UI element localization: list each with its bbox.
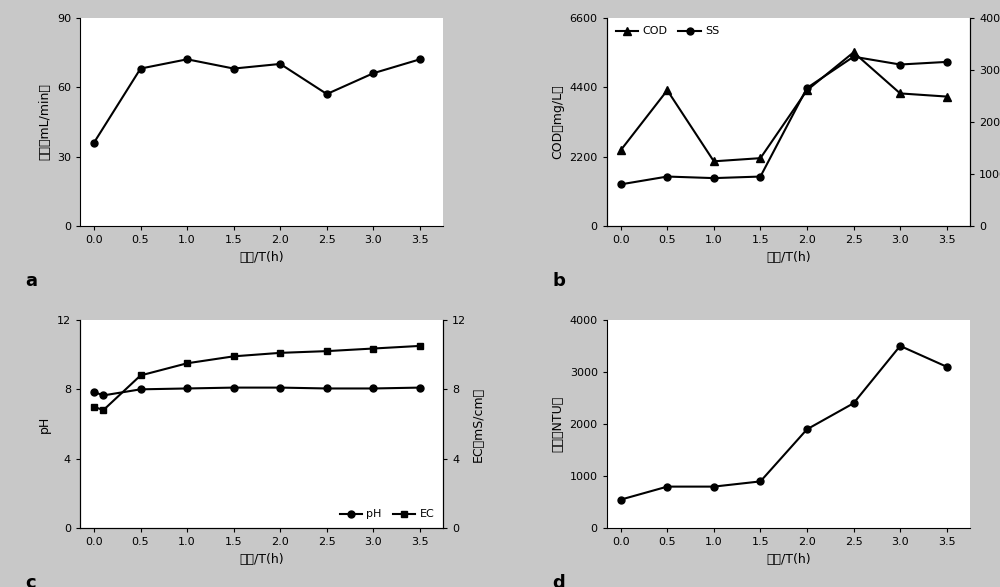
COD xyxy=(894,90,906,97)
EC xyxy=(228,353,240,360)
Line: EC: EC xyxy=(90,342,423,414)
Line: COD: COD xyxy=(617,48,951,166)
pH xyxy=(367,385,379,392)
EC xyxy=(274,349,286,356)
COD xyxy=(615,147,627,154)
SS xyxy=(894,61,906,68)
pH xyxy=(228,384,240,391)
SS xyxy=(848,53,860,60)
Text: d: d xyxy=(552,574,565,587)
pH xyxy=(274,384,286,391)
Line: SS: SS xyxy=(617,53,950,188)
COD xyxy=(754,154,766,161)
SS xyxy=(941,58,953,65)
pH xyxy=(321,385,333,392)
pH xyxy=(135,386,147,393)
COD xyxy=(941,93,953,100)
Legend: pH, EC: pH, EC xyxy=(336,506,438,523)
Y-axis label: COD（mg/L）: COD（mg/L） xyxy=(551,85,564,159)
X-axis label: 时间/T(h): 时间/T(h) xyxy=(239,553,284,566)
SS xyxy=(661,173,673,180)
Text: a: a xyxy=(26,272,38,290)
pH xyxy=(88,389,100,396)
Text: c: c xyxy=(26,574,36,587)
X-axis label: 时间/T(h): 时间/T(h) xyxy=(766,553,811,566)
EC xyxy=(367,345,379,352)
COD xyxy=(848,49,860,56)
pH xyxy=(414,384,426,391)
EC xyxy=(88,403,100,410)
COD xyxy=(708,158,720,165)
COD xyxy=(801,87,813,94)
EC xyxy=(181,360,193,367)
EC xyxy=(321,348,333,355)
pH xyxy=(97,392,109,399)
X-axis label: 时间/T(h): 时间/T(h) xyxy=(766,251,811,264)
Y-axis label: EC（mS/cm）: EC（mS/cm） xyxy=(472,386,485,461)
EC xyxy=(135,372,147,379)
Legend: COD, SS: COD, SS xyxy=(612,23,723,40)
X-axis label: 时间/T(h): 时间/T(h) xyxy=(239,251,284,264)
SS xyxy=(615,181,627,188)
Y-axis label: pH: pH xyxy=(38,416,51,433)
Text: b: b xyxy=(552,272,565,290)
Y-axis label: 流量（mL/min）: 流量（mL/min） xyxy=(38,83,51,160)
COD xyxy=(661,87,673,94)
SS xyxy=(708,174,720,181)
Line: pH: pH xyxy=(90,384,423,399)
EC xyxy=(97,407,109,414)
EC xyxy=(414,342,426,349)
SS xyxy=(754,173,766,180)
SS xyxy=(801,85,813,92)
pH xyxy=(181,385,193,392)
Y-axis label: 浊度（NTU）: 浊度（NTU） xyxy=(551,396,564,452)
